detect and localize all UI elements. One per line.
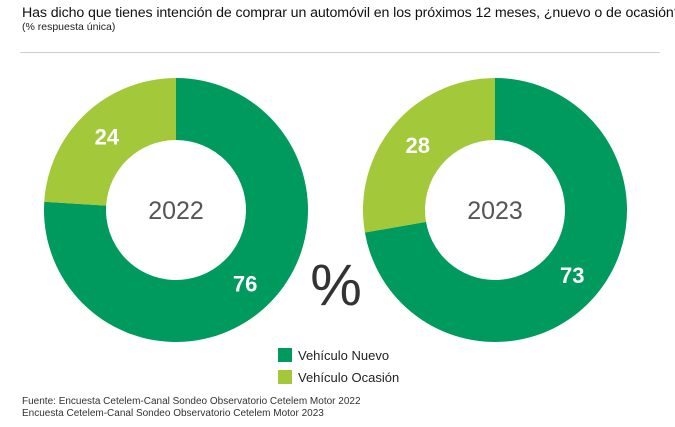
legend-label-ocasion: Vehículo Ocasión (298, 369, 400, 385)
source-line-2: Encuesta Cetelem-Canal Sondeo Observator… (22, 408, 324, 419)
donut-chart-2022: 76 24 2022 (43, 78, 309, 342)
donut-slice-2022-ocasion (44, 78, 177, 206)
data-label-2022-ocasion: 24 (95, 124, 120, 149)
legend-item-nuevo: Vehículo Nuevo (278, 345, 399, 365)
data-label-2023-ocasion: 28 (405, 133, 429, 158)
source-note: Fuente: Encuesta Cetelem-Canal Sondeo Ob… (22, 396, 361, 420)
center-label-2023: 2023 (467, 197, 523, 225)
legend: Vehículo Nuevo Vehículo Ocasión (278, 345, 399, 389)
legend-item-ocasion: Vehículo Ocasión (278, 367, 399, 387)
legend-label-nuevo: Vehículo Nuevo (298, 347, 390, 363)
center-label-2022: 2022 (148, 197, 204, 225)
legend-swatch-nuevo (278, 348, 292, 362)
donut-slice-2022-nuevo (43, 78, 309, 342)
donut-slice-2023-ocasion (363, 78, 495, 233)
data-label-2022-nuevo: 76 (233, 272, 257, 297)
chart-title: Has dicho que tienes intención de compra… (22, 5, 675, 21)
donut-slice-2023-nuevo (364, 78, 627, 342)
data-label-2023-nuevo: 73 (560, 263, 584, 288)
donut-chart-2023: 73 28 2023 (363, 78, 627, 342)
legend-swatch-ocasion (278, 370, 292, 384)
chart-subtitle: (% respuesta única) (22, 21, 116, 33)
header-divider (20, 52, 660, 53)
source-line-1: Fuente: Encuesta Cetelem-Canal Sondeo Ob… (22, 396, 361, 407)
percent-symbol: % (310, 253, 362, 318)
